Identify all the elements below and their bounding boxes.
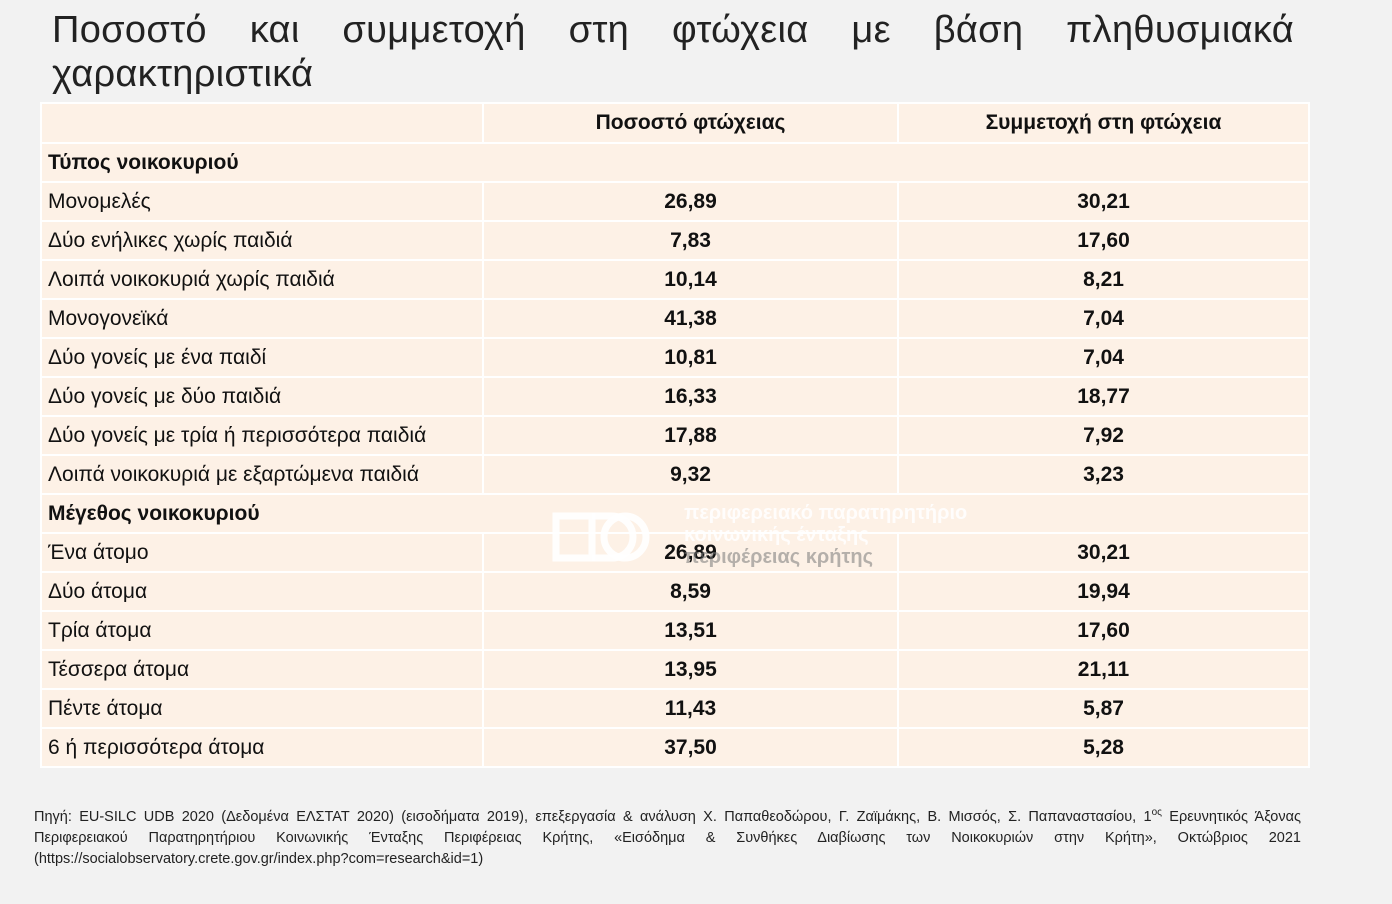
poverty-share-cell: 7,92 [897,415,1310,456]
row-label: Μονομελές [40,181,484,222]
section-row-household-type: Τύπος νοικοκυριού [40,142,1310,183]
row-label: Ένα άτομο [40,532,484,573]
poverty-table-container: Ποσοστό φτώχειας Συμμετοχή στη φτώχεια Τ… [40,102,1310,768]
row-label: Δύο άτομα [40,571,484,612]
table-row: Δύο ενήλικες χωρίς παιδιά 7,83 17,60 [40,220,1310,261]
section-row-household-size: Μέγεθος νοικοκυριού [40,493,1310,534]
row-label: Δύο ενήλικες χωρίς παιδιά [40,220,484,261]
row-label: Λοιπά νοικοκυριά χωρίς παιδιά [40,259,484,300]
poverty-share-cell: 30,21 [897,181,1310,222]
row-label: Δύο γονείς με δύο παιδιά [40,376,484,417]
poverty-share-cell: 3,23 [897,454,1310,495]
poverty-share-cell: 21,11 [897,649,1310,690]
poverty-rate-cell: 13,51 [482,610,899,651]
poverty-share-cell: 5,28 [897,727,1310,768]
table-row: 6 ή περισσότερα άτομα 37,50 5,28 [40,727,1310,768]
poverty-share-cell: 7,04 [897,337,1310,378]
poverty-share-cell: 8,21 [897,259,1310,300]
poverty-rate-cell: 10,81 [482,337,899,378]
poverty-rate-cell: 26,89 [482,532,899,573]
poverty-share-cell: 7,04 [897,298,1310,339]
row-label: Πέντε άτομα [40,688,484,729]
source-note: Πηγή: EU-SILC UDB 2020 (Δεδομένα ΕΛΣΤΑΤ … [34,802,1301,870]
poverty-share-cell: 18,77 [897,376,1310,417]
poverty-rate-cell: 13,95 [482,649,899,690]
table-row: Δύο γονείς με τρία ή περισσότερα παιδιά … [40,415,1310,456]
row-label: Δύο γονείς με τρία ή περισσότερα παιδιά [40,415,484,456]
row-label: Τρία άτομα [40,610,484,651]
table-row: Λοιπά νοικοκυριά με εξαρτώμενα παιδιά 9,… [40,454,1310,495]
poverty-rate-cell: 9,32 [482,454,899,495]
table-row: Δύο γονείς με ένα παιδί 10,81 7,04 [40,337,1310,378]
section-label-household-size: Μέγεθος νοικοκυριού [40,493,1310,534]
poverty-table: Ποσοστό φτώχειας Συμμετοχή στη φτώχεια Τ… [40,102,1310,768]
poverty-share-cell: 5,87 [897,688,1310,729]
poverty-rate-cell: 16,33 [482,376,899,417]
table-row: Πέντε άτομα 11,43 5,87 [40,688,1310,729]
row-label: 6 ή περισσότερα άτομα [40,727,484,768]
poverty-share-cell: 19,94 [897,571,1310,612]
poverty-rate-cell: 8,59 [482,571,899,612]
poverty-rate-cell: 7,83 [482,220,899,261]
source-text-start: Πηγή: EU-SILC UDB 2020 (Δεδομένα ΕΛΣΤΑΤ … [34,808,1152,825]
poverty-rate-cell: 37,50 [482,727,899,768]
poverty-rate-cell: 17,88 [482,415,899,456]
poverty-share-cell: 17,60 [897,610,1310,651]
table-row: Μονομελές 26,89 30,21 [40,181,1310,222]
poverty-rate-cell: 26,89 [482,181,899,222]
header-poverty-rate: Ποσοστό φτώχειας [482,102,899,144]
page-title: Ποσοστό και συμμετοχή στη φτώχεια με βάσ… [52,9,1294,95]
row-label: Λοιπά νοικοκυριά με εξαρτώμενα παιδιά [40,454,484,495]
table-row: Μονογονεϊκά 41,38 7,04 [40,298,1310,339]
table-row: Τέσσερα άτομα 13,95 21,11 [40,649,1310,690]
poverty-share-cell: 30,21 [897,532,1310,573]
header-poverty-share: Συμμετοχή στη φτώχεια [897,102,1310,144]
table-row: Τρία άτομα 13,51 17,60 [40,610,1310,651]
row-label: Δύο γονείς με ένα παιδί [40,337,484,378]
section-label-household-type: Τύπος νοικοκυριού [40,142,1310,183]
source-superscript: ος [1151,807,1162,818]
table-row: Ένα άτομο 26,89 30,21 [40,532,1310,573]
row-label: Τέσσερα άτομα [40,649,484,690]
poverty-rate-cell: 10,14 [482,259,899,300]
source-text-end: Ερευνητικός Άξονας Περιφερειακού Παρατηρ… [34,808,1301,867]
row-label: Μονογονεϊκά [40,298,484,339]
poverty-rate-cell: 11,43 [482,688,899,729]
header-empty-cell [40,102,484,144]
poverty-share-cell: 17,60 [897,220,1310,261]
poverty-rate-cell: 41,38 [482,298,899,339]
table-row: Δύο άτομα 8,59 19,94 [40,571,1310,612]
table-row: Δύο γονείς με δύο παιδιά 16,33 18,77 [40,376,1310,417]
table-row: Λοιπά νοικοκυριά χωρίς παιδιά 10,14 8,21 [40,259,1310,300]
table-header-row: Ποσοστό φτώχειας Συμμετοχή στη φτώχεια [40,102,1310,144]
